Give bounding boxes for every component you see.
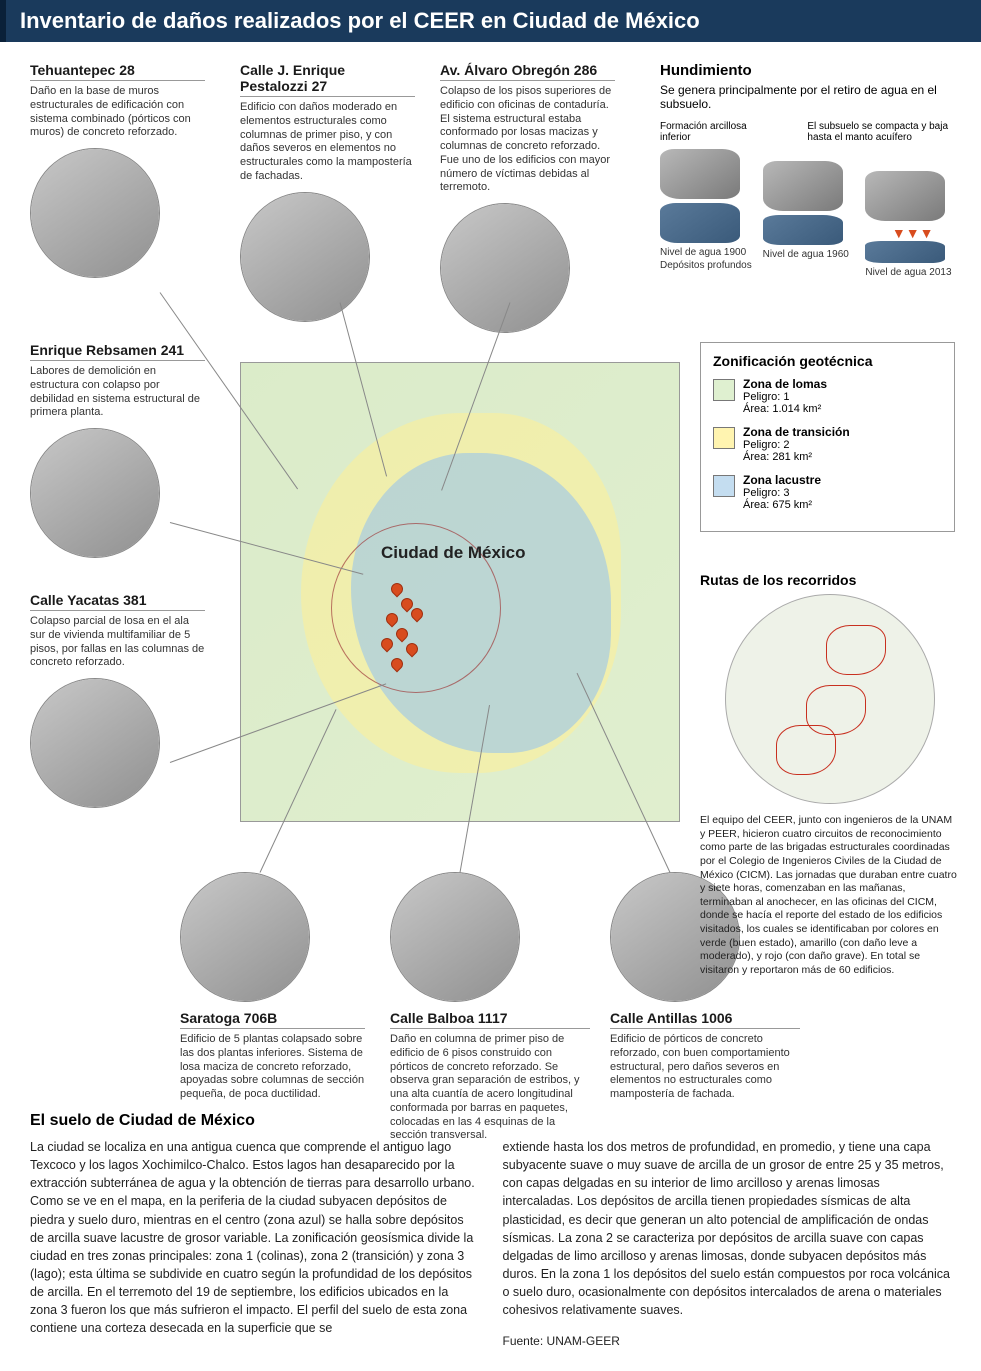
divider [30, 80, 205, 81]
routes-text: El equipo del CEER, junto con ingenieros… [700, 814, 960, 978]
page-title-bar: Inventario de daños realizados por el CE… [0, 0, 981, 42]
callout-title: Calle Antillas 1006 [610, 1010, 800, 1026]
rock-icon [763, 161, 843, 211]
subsidence-intro: Se genera principalmente por el retiro d… [660, 83, 960, 111]
divider [240, 96, 415, 97]
deposits-label: Depósitos profundos [660, 260, 755, 271]
callout-obregon: Av. Álvaro Obregón 286 Colapso de los pi… [440, 62, 615, 333]
soil-col2: extiende hasta los dos metros de profund… [503, 1138, 952, 1319]
legend-zone-name: Zona de lomas [743, 377, 827, 391]
legend-danger: Peligro: 1 [743, 391, 827, 403]
routes-title: Rutas de los recorridos [700, 572, 960, 588]
legend-item: Zona lacustre Peligro: 3 Área: 675 km² [713, 473, 942, 511]
route-path [776, 725, 836, 775]
city-label: Ciudad de México [381, 543, 526, 563]
water-icon [865, 241, 945, 263]
divider [180, 1028, 365, 1029]
photo-bubble [30, 148, 160, 278]
route-path [826, 625, 886, 675]
callout-text: Daño en columna de primer piso de edific… [390, 1033, 590, 1143]
callout-title: Calle J. Enrique Pestalozzi 27 [240, 62, 415, 94]
legend-item: Zona de transición Peligro: 2 Área: 281 … [713, 425, 942, 463]
divider [30, 360, 205, 361]
callout-text: Colapso de los pisos superiores de edifi… [440, 85, 615, 195]
subsidence-note-right: El subsuelo se compacta y baja hasta el … [807, 121, 960, 143]
legend-area: Área: 281 km² [743, 451, 850, 463]
callout-pestalozzi: Calle J. Enrique Pestalozzi 27 Edificio … [240, 62, 415, 322]
geotech-legend: Zonificación geotécnica Zona de lomas Pe… [700, 342, 955, 532]
legend-danger: Peligro: 3 [743, 487, 821, 499]
legend-zone-name: Zona lacustre [743, 473, 821, 487]
subsidence-title: Hundimiento [660, 62, 960, 79]
callout-title: Av. Álvaro Obregón 286 [440, 62, 615, 78]
callout-title: Enrique Rebsamen 241 [30, 342, 205, 358]
callout-text: Edificio con daños moderado en elementos… [240, 101, 415, 184]
photo-bubble [30, 428, 160, 558]
callout-text: Edificio de pórticos de concreto reforza… [610, 1033, 800, 1102]
legend-swatch-lacustre [713, 475, 735, 497]
page-title: Inventario de daños realizados por el CE… [20, 8, 700, 33]
callout-title: Tehuantepec 28 [30, 62, 205, 78]
divider [390, 1028, 590, 1029]
callout-text: Edificio de 5 plantas colapsado sobre la… [180, 1033, 365, 1102]
routes-panel: Rutas de los recorridos El equipo del CE… [700, 572, 960, 978]
legend-title: Zonificación geotécnica [713, 353, 942, 369]
source-credit: Fuente: UNAM-GEER [503, 1333, 952, 1350]
photo-bubble [180, 872, 310, 1002]
callout-text: Daño en la base de muros estructurales d… [30, 85, 205, 140]
callout-text: Colapso parcial de losa en el ala sur de… [30, 615, 205, 670]
divider [30, 610, 205, 611]
legend-item: Zona de lomas Peligro: 1 Área: 1.014 km² [713, 377, 942, 415]
legend-swatch-transicion [713, 427, 735, 449]
legend-area: Área: 1.014 km² [743, 403, 827, 415]
water-level-label: Nivel de agua 1900 [660, 247, 755, 258]
callout-tehuantepec: Tehuantepec 28 Daño en la base de muros … [30, 62, 205, 278]
rock-icon [865, 171, 945, 221]
subsidence-stage: Nivel de agua 1960 [763, 149, 858, 278]
infographic-canvas: Ciudad de México Tehuantepec 28 Daño en … [0, 42, 981, 1102]
subsidence-stage: ▼▼▼ Nivel de agua 2013 [865, 149, 960, 278]
callout-balboa: Calle Balboa 1117 Daño en columna de pri… [390, 872, 590, 1143]
soil-col1: La ciudad se localiza en una antigua cue… [30, 1138, 479, 1351]
photo-bubble [390, 872, 520, 1002]
water-icon [660, 203, 740, 243]
callout-saratoga: Saratoga 706B Edificio de 5 plantas cola… [180, 872, 365, 1102]
legend-area: Área: 675 km² [743, 499, 821, 511]
callout-title: Calle Balboa 1117 [390, 1010, 590, 1026]
callout-yacatas: Calle Yacatas 381 Colapso parcial de los… [30, 592, 205, 808]
subsidence-panel: Hundimiento Se genera principalmente por… [660, 62, 960, 278]
callout-title: Saratoga 706B [180, 1010, 365, 1026]
water-icon [763, 215, 843, 245]
divider [440, 80, 615, 81]
callout-title: Calle Yacatas 381 [30, 592, 205, 608]
legend-danger: Peligro: 2 [743, 439, 850, 451]
water-level-label: Nivel de agua 2013 [865, 267, 960, 278]
rock-icon [660, 149, 740, 199]
routes-map-bubble [725, 594, 935, 804]
legend-swatch-lomas [713, 379, 735, 401]
photo-bubble [240, 192, 370, 322]
photo-bubble [30, 678, 160, 808]
water-level-label: Nivel de agua 1960 [763, 249, 858, 260]
legend-zone-name: Zona de transición [743, 425, 850, 439]
subsidence-stage: Nivel de agua 1900 Depósitos profundos [660, 149, 755, 278]
subsidence-note-left: Formación arcillosa inferior [660, 121, 777, 143]
callout-text: Labores de demolición en estructura con … [30, 365, 205, 420]
divider [610, 1028, 800, 1029]
